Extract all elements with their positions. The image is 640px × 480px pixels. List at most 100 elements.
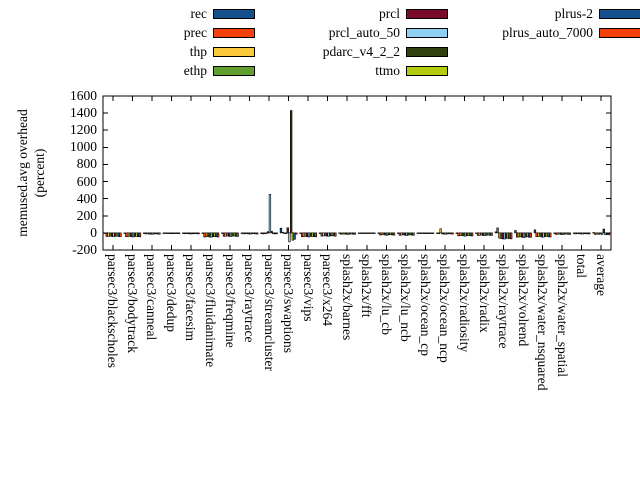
bar-plrus_auto_7000: [412, 232, 415, 236]
bar-rec: [533, 229, 537, 234]
bar-prec: [437, 232, 441, 235]
legend-label: ethp: [183, 63, 207, 78]
x-tick-label: parsec3/bodytrack: [124, 254, 140, 353]
legend-swatch: [406, 8, 448, 19]
x-tick-label: splash2x/ocean_cp: [417, 254, 433, 356]
x-tick-label: parsec3/canneal: [144, 254, 160, 341]
legend-entry-pdarc_v4_2_2: pdarc_v4_2_2: [241, 45, 448, 58]
legend-entry-ttmo: ttmo: [241, 64, 448, 77]
bar-plrus_auto_7000: [119, 232, 122, 238]
bar-prcl: [286, 227, 289, 234]
x-tick-label: splash2x/water_spatial: [554, 254, 570, 377]
x-tick-label: splash2x/radiosity: [456, 254, 472, 353]
bar-pdarc_v4_2_2: [602, 228, 605, 234]
x-tick-label: parsec3/dedup: [163, 254, 179, 332]
legend-swatch: [213, 8, 255, 19]
bar-rec: [279, 227, 283, 234]
legend-swatch: [599, 8, 640, 19]
x-tick-label: average: [593, 254, 609, 296]
x-tick-label: parsec3/facesim: [183, 254, 199, 341]
bar-plrus_auto_7000: [451, 232, 454, 235]
y-axis-title: memused.avg overhead (percent): [14, 109, 48, 236]
bar-prec: [496, 227, 499, 234]
legend-label: rec: [190, 6, 207, 21]
legend-swatch: [406, 65, 448, 76]
bar-plrus_auto_7000: [549, 232, 552, 238]
y-tick-label: 1200: [70, 122, 97, 138]
bar-prcl_auto_50: [600, 232, 604, 235]
y-axis-title-line1: memused.avg overhead: [15, 109, 30, 237]
bar-plrus_auto_7000: [197, 232, 200, 235]
legend-entry-prcl_auto_50: prcl_auto_50: [241, 26, 448, 39]
bar-plrus_auto_7000: [392, 232, 396, 236]
bar-prcl_auto_50: [268, 194, 272, 234]
y-tick-label: 1400: [70, 105, 97, 121]
plot-border: [102, 95, 612, 251]
legend-label: prcl: [379, 6, 400, 21]
legend-entry-rec: rec: [48, 7, 255, 20]
bar-plrus_auto_7000: [236, 232, 239, 237]
legend-entry-ethp: ethp: [48, 64, 255, 77]
x-tick-label: splash2x/water_nsquared: [535, 254, 551, 391]
y-tick-label: 200: [76, 207, 97, 223]
x-tick-label: splash2x/volrend: [515, 254, 531, 347]
bar-thp: [439, 228, 442, 234]
x-tick-label: parsec3/swaptions: [281, 254, 297, 353]
legend-entry-plrus_auto_7000: plrus_auto_7000: [434, 26, 640, 39]
x-tick-label: splash2x/raytrace: [496, 254, 512, 349]
x-tick-label: splash2x/lu_ncb: [398, 254, 414, 342]
bar-plrus_auto_7000: [510, 232, 513, 240]
bar-prec: [281, 231, 284, 234]
legend-swatch: [213, 46, 255, 57]
y-tick-label: 600: [76, 173, 97, 189]
legend-label: plrus_auto_7000: [502, 25, 593, 40]
bar-plrus_auto_7000: [138, 232, 142, 238]
x-tick-label: splash2x/fft: [359, 254, 375, 318]
legend-label: plrus-2: [554, 6, 593, 21]
x-tick-label: parsec3/raytrace: [242, 254, 258, 343]
legend-label: ttmo: [375, 63, 400, 78]
y-tick-label: 0: [90, 224, 97, 240]
legend-label: prcl_auto_50: [328, 25, 400, 40]
bar-plrus_auto_7000: [490, 232, 493, 236]
y-tick-label: 1600: [70, 88, 97, 103]
bar-plrus_auto_7000: [588, 232, 591, 235]
bar-rec: [514, 230, 517, 234]
x-tick-label: parsec3/x264: [320, 254, 336, 326]
bar-plrus_auto_7000: [431, 232, 435, 234]
x-tick-label: parsec3/blackscholes: [105, 254, 121, 368]
legend-label: pdarc_v4_2_2: [322, 44, 400, 59]
legend-entry-plrus-2: plrus-2: [434, 7, 640, 20]
bar-plrus_auto_7000: [529, 232, 532, 238]
bar-plrus_auto_7000: [216, 232, 220, 238]
bar-plrus_auto_7000: [568, 232, 571, 235]
bar-plrus_auto_7000: [256, 232, 259, 235]
bar-ethp: [284, 232, 288, 235]
legend-swatch: [406, 27, 448, 38]
y-tick-label: 400: [76, 190, 97, 206]
x-tick-label: parsec3/vips: [300, 254, 316, 322]
bar-plrus_auto_7000: [334, 232, 337, 237]
legend-swatch: [213, 65, 255, 76]
bar-plrus-2: [293, 232, 296, 240]
x-tick-label: splash2x/radix: [476, 254, 492, 333]
y-tick-label: 1000: [70, 139, 97, 155]
legend-entry-prcl: prcl: [241, 7, 448, 20]
legend-label: prec: [183, 25, 207, 40]
legend-label: thp: [189, 44, 207, 59]
legend-swatch: [599, 27, 640, 38]
legend-entry-prec: prec: [48, 26, 255, 39]
x-tick-label: parsec3/streamcluster: [261, 254, 277, 371]
x-tick-label: splash2x/barnes: [339, 254, 355, 341]
bar-plrus_auto_7000: [373, 232, 376, 234]
x-tick-label: parsec3/freqmine: [222, 254, 238, 348]
legend-entry-thp: thp: [48, 45, 255, 58]
legend-swatch: [213, 27, 255, 38]
y-tick-label: 800: [76, 156, 97, 172]
y-tick-label: -200: [72, 242, 97, 257]
bar-plrus_auto_7000: [314, 232, 317, 238]
bar-plrus_auto_7000: [295, 232, 298, 235]
bar-ethp: [265, 232, 268, 234]
